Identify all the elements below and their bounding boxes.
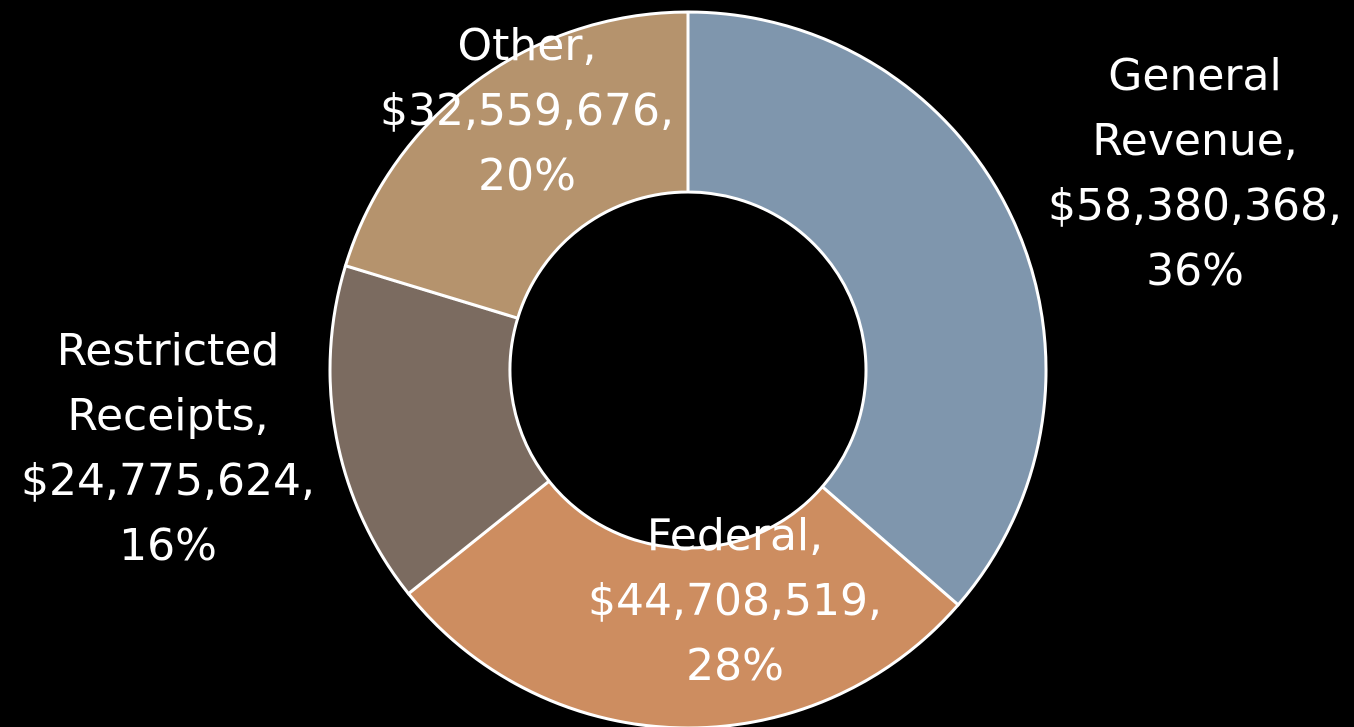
label-percent: 36%: [1146, 245, 1244, 296]
label-percent: 20%: [478, 150, 576, 201]
label-category: Other,: [457, 20, 597, 71]
label-value: $58,380,368,: [1048, 180, 1342, 231]
label-category: Restricted Receipts,: [56, 325, 280, 441]
label-category: General Revenue,: [1092, 50, 1298, 166]
label-percent: 16%: [119, 520, 217, 571]
label-category: Federal,: [646, 510, 824, 561]
donut-slice: [406, 479, 961, 727]
slice-label: Other, $32,559,676, 20%: [357, 13, 697, 208]
slice-label: General Revenue, $58,380,368, 36%: [1045, 43, 1345, 303]
donut-slice: [686, 10, 1048, 608]
slice-label: Restricted Receipts, $24,775,624, 16%: [8, 318, 328, 578]
donut-slice: [328, 263, 552, 596]
slice-label: Federal, $44,708,519, 28%: [535, 503, 935, 698]
label-value: $24,775,624,: [21, 455, 315, 506]
donut-slice: [343, 10, 690, 321]
label-value: $44,708,519,: [588, 575, 882, 626]
label-percent: 28%: [686, 640, 784, 691]
label-value: $32,559,676,: [380, 85, 674, 136]
